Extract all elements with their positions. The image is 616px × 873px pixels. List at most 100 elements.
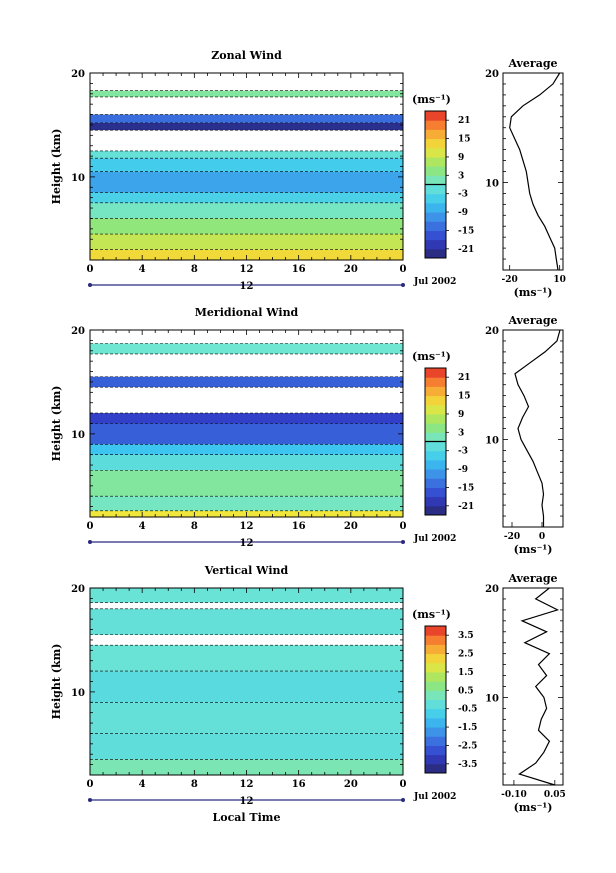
profile-y-tick-label: 20	[485, 69, 499, 80]
profile-x-tick-label: -20	[502, 275, 518, 285]
colorbar-segment	[425, 717, 446, 728]
colorbar-segment	[425, 212, 446, 222]
time-bar-label: 12	[240, 281, 254, 292]
x-tick-label: 20	[344, 264, 358, 275]
time-bar-start	[88, 283, 92, 287]
profile-title: Average	[507, 314, 557, 327]
heatmap-layer	[90, 158, 403, 172]
colorbar-segment	[425, 754, 446, 765]
colorbar-segment	[425, 469, 446, 479]
profile-x-label: (ms⁻¹)	[514, 801, 553, 814]
colorbar-segment	[425, 727, 446, 737]
heatmap-layer	[90, 343, 403, 354]
colorbar-tick-label: 2.5	[458, 650, 474, 660]
colorbar-segment	[425, 736, 446, 746]
colorbar-segment	[425, 377, 446, 387]
time-bar-end	[401, 540, 405, 544]
time-bar-end	[401, 798, 405, 802]
x-tick-label: 16	[292, 521, 306, 532]
profile-x-label: (ms⁻¹)	[514, 286, 553, 299]
heatmap-layers	[90, 588, 403, 775]
heatmap-layer	[90, 702, 403, 734]
colorbar-unit: (ms⁻¹)	[412, 93, 451, 106]
profile-line	[509, 72, 561, 271]
colorbar-tick-label: 15	[458, 392, 471, 402]
heatmap-layer	[90, 234, 403, 250]
time-bar-end	[401, 283, 405, 287]
colorbar-segment	[425, 221, 446, 231]
colorbar-segment	[425, 147, 446, 158]
colorbar-segment	[425, 671, 446, 682]
profile-x-tick-label: 10	[553, 275, 566, 285]
colorbar-segment	[425, 120, 446, 130]
y-tick-label: 20	[71, 326, 85, 337]
y-tick-label: 10	[71, 173, 85, 184]
colorbar-segment	[425, 644, 446, 655]
x-tick-label: 0	[400, 521, 407, 532]
colorbar-segment	[425, 450, 446, 461]
colorbar-tick-label: -21	[458, 245, 474, 255]
heatmap-layer	[90, 150, 403, 159]
y-axis-label: Height (km)	[50, 129, 63, 205]
y-axis-label: Height (km)	[50, 644, 63, 720]
profile-frame	[502, 72, 564, 271]
y-tick-label: 10	[71, 430, 85, 441]
x-tick-label: 4	[139, 521, 146, 532]
heatmap-layer	[90, 496, 403, 511]
colorbar-tick-label: 3	[458, 428, 464, 438]
colorbar-segment	[425, 230, 446, 241]
colorbar-segment	[425, 487, 446, 498]
colorbar-tick-label: 21	[458, 116, 471, 126]
panel-title: Meridional Wind	[195, 306, 299, 319]
colorbar-segment	[425, 459, 446, 470]
x-tick-label: 0	[87, 521, 94, 532]
colorbar-segment	[425, 193, 446, 204]
colorbar-segment	[425, 395, 446, 406]
colorbar-segment	[425, 441, 446, 452]
colorbar-segment	[425, 478, 446, 488]
colorbar-frame	[424, 625, 447, 774]
heatmap-layer	[90, 218, 403, 235]
colorbar-segment	[425, 496, 446, 507]
colorbar-tick-label: -3	[458, 447, 468, 457]
colorbar-tick-label: -15	[458, 226, 474, 236]
profile-y-tick-label: 10	[485, 693, 499, 704]
heatmap-layer	[90, 733, 403, 760]
colorbar-segment	[425, 662, 446, 673]
heatmap-layer	[90, 122, 403, 131]
x-tick-label: 16	[292, 779, 306, 790]
heatmap-layer	[90, 671, 403, 703]
colorbar-tick-label: 1.5	[458, 668, 474, 678]
x-tick-label: 0	[400, 779, 407, 790]
colorbar-tick-label: 3.5	[458, 631, 474, 641]
y-tick-label: 20	[71, 584, 85, 595]
profile-x-tick-label: -20	[504, 532, 520, 542]
y-axis-label: Height (km)	[50, 386, 63, 462]
profile-title: Average	[507, 572, 557, 585]
x-tick-label: 8	[191, 779, 198, 790]
date-label: Jul 2002	[413, 792, 456, 802]
colorbar-tick-label: 3	[458, 171, 464, 181]
time-bar-start	[88, 540, 92, 544]
x-tick-label: 12	[240, 779, 254, 790]
heatmap-layer	[90, 192, 403, 203]
y-tick-label: 20	[71, 69, 85, 80]
time-bar-label: 12	[240, 796, 254, 807]
profile-y-tick-label: 20	[485, 584, 499, 595]
x-tick-label: 0	[400, 264, 407, 275]
heatmap-layer	[90, 759, 403, 775]
colorbar-segment	[425, 175, 446, 185]
colorbar-segment	[425, 368, 446, 378]
x-tick-label: 8	[191, 521, 198, 532]
heatmap-layer	[90, 376, 403, 388]
panel-title: Zonal Wind	[211, 49, 282, 62]
date-label: Jul 2002	[413, 277, 456, 287]
colorbar-segment	[425, 505, 446, 516]
vertical-wind-panel: Vertical Wind 0 4 8 12 16 20 0 20 10 Height (km) 12…	[50, 564, 566, 824]
heatmap-layer	[90, 90, 403, 97]
colorbar-segment	[425, 432, 446, 442]
time-bar-start	[88, 798, 92, 802]
heatmap-layer	[90, 114, 403, 123]
zonal-wind-panel: Zonal Wind 0 4 8 12 16 20 0 20 10 Height (km) 12 Jul…	[50, 49, 566, 299]
colorbar-segment	[425, 166, 446, 176]
